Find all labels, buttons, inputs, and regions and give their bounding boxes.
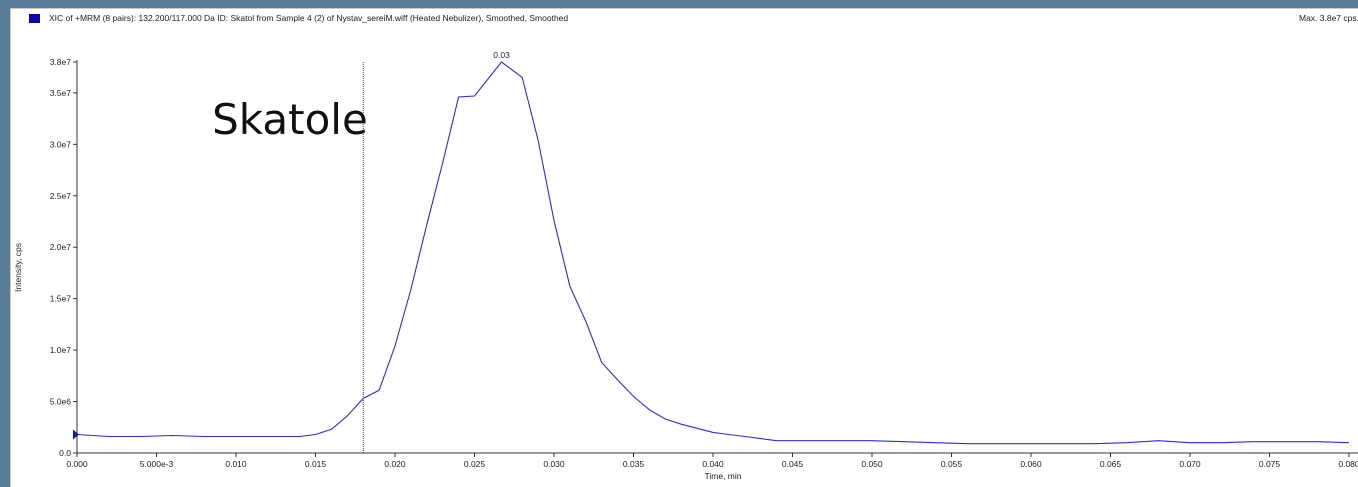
y-tick-label: 3.0e7 <box>50 139 72 149</box>
x-tick-label: 0.060 <box>1020 459 1042 469</box>
y-tick-label: 2.5e7 <box>50 191 72 201</box>
x-tick-label: 0.045 <box>782 459 804 469</box>
chromatogram-series-line <box>76 61 1350 445</box>
y-tick-label: 0.0 <box>59 448 71 458</box>
peak-label: 0.03 <box>493 50 510 60</box>
y-tick-label: 5.0e6 <box>50 397 72 407</box>
x-tick-label: 0.030 <box>543 459 565 469</box>
x-axis-title: Time, min <box>705 471 742 481</box>
chart-header-title: XIC of +MRM (8 pairs): 132.200/117.000 D… <box>49 13 569 23</box>
y-tick-label: 3.5e7 <box>50 88 72 98</box>
x-tick-label: 0.035 <box>623 459 645 469</box>
y-tick-label: 1.5e7 <box>50 294 72 304</box>
x-tick-label: 0.025 <box>464 459 486 469</box>
x-tick-label: 0.000 <box>66 459 88 469</box>
x-tick-label: 0.010 <box>225 459 247 469</box>
chromatogram-panel: XIC of +MRM (8 pairs): 132.200/117.000 D… <box>10 8 1358 487</box>
series-legend-swatch <box>29 14 40 23</box>
y-axis-title: Intensity, cps <box>13 243 23 292</box>
x-tick-label: 5.000e-3 <box>140 459 174 469</box>
series-start-marker <box>73 429 79 440</box>
chart-header: XIC of +MRM (8 pairs): 132.200/117.000 D… <box>11 9 1358 29</box>
y-tick-label: 2.0e7 <box>50 242 72 252</box>
x-tick-label: 0.070 <box>1179 459 1201 469</box>
xic-line-chart: 0.0 5.0e6 1.0e7 1.5e7 2.0e7 2.5e7 3.0e7 3.5e7 3.… <box>13 50 1358 481</box>
x-tick-label: 0.065 <box>1100 459 1122 469</box>
y-tick-label: 3.8e7 <box>50 57 72 67</box>
x-tick-label: 0.020 <box>384 459 406 469</box>
x-tick-label: 0.080 <box>1338 459 1358 469</box>
x-tick-label: 0.055 <box>941 459 963 469</box>
y-tick-label: 1.0e7 <box>50 345 72 355</box>
x-tick-label: 0.075 <box>1259 459 1281 469</box>
x-tick-label: 0.050 <box>861 459 883 469</box>
compound-annotation: Skatole <box>212 95 368 144</box>
x-tick-label: 0.015 <box>305 459 327 469</box>
x-tick-label: 0.040 <box>702 459 724 469</box>
max-intensity-label: Max. 3.8e7 cps. <box>1298 13 1358 23</box>
